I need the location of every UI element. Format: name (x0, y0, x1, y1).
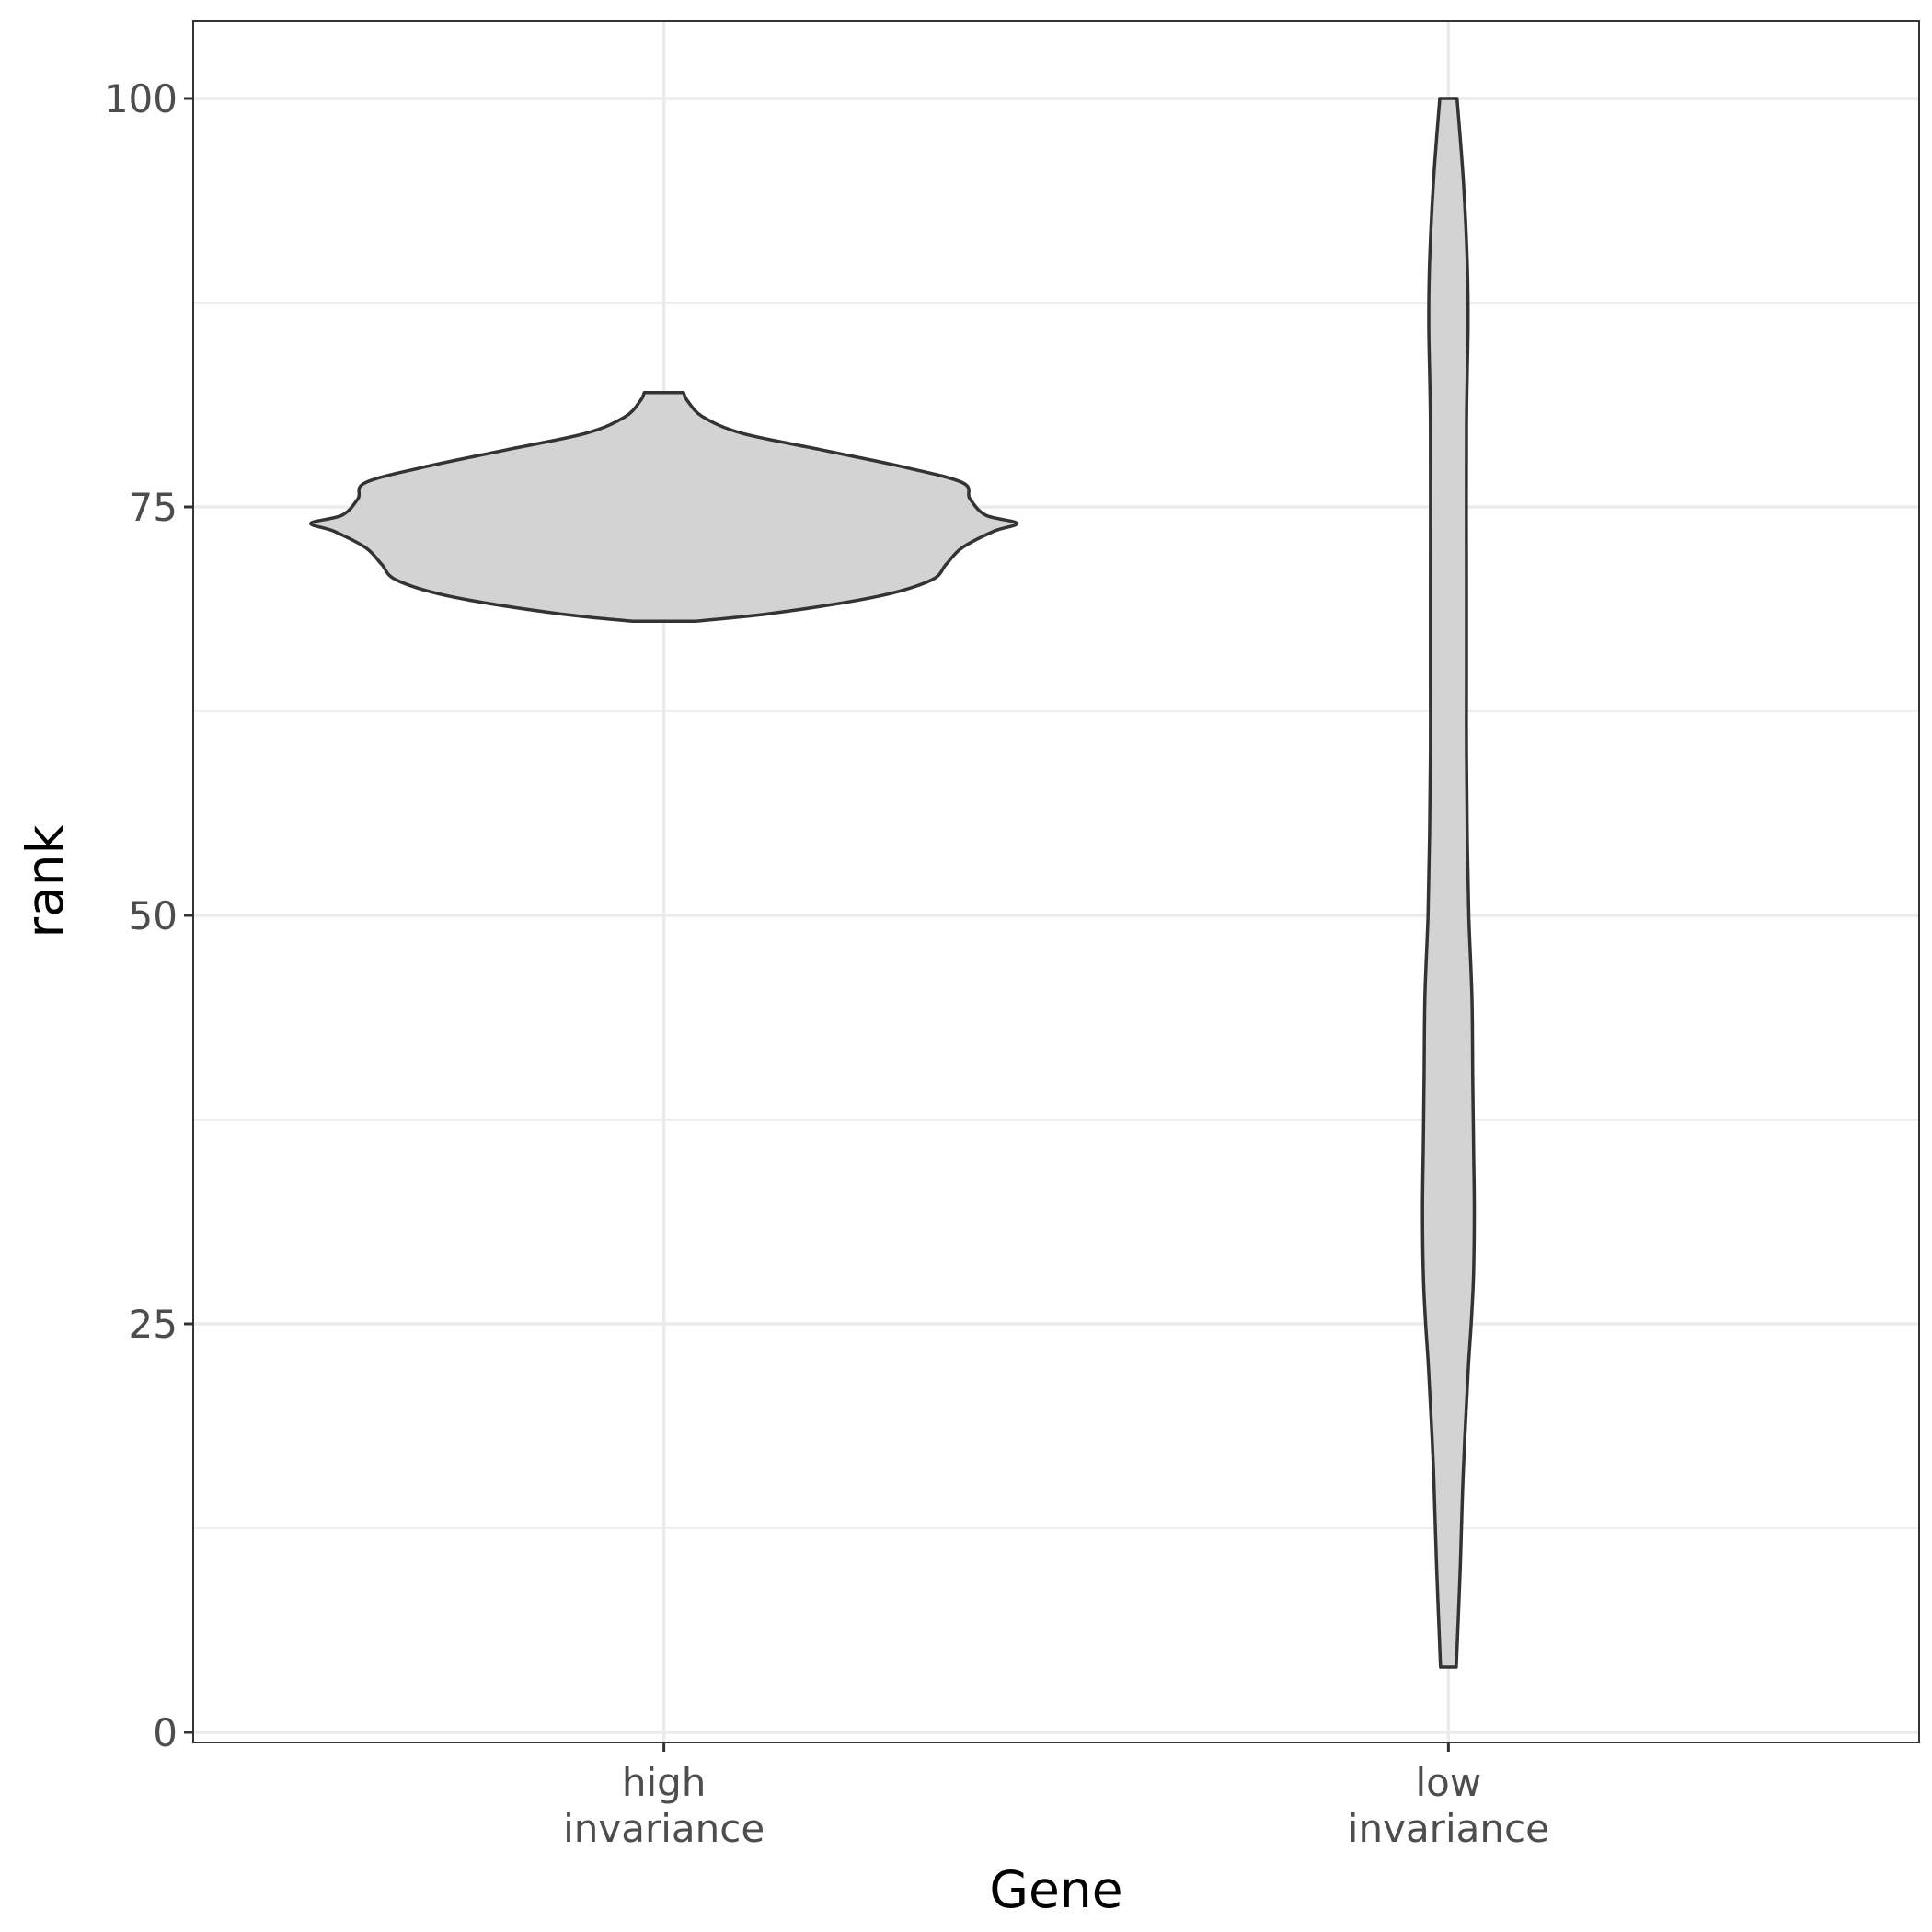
x-tick-label: low (1416, 1760, 1482, 1805)
violin-high-invariance (309, 390, 1019, 624)
y-axis-title: rank (16, 824, 75, 937)
y-tick-label: 25 (129, 1302, 178, 1347)
violins (309, 97, 1477, 1669)
plot-background (193, 21, 1919, 1742)
plot-border (192, 20, 1920, 1743)
y-tick-label: 50 (129, 893, 178, 938)
y-tick-label: 75 (129, 485, 178, 530)
y-axis: 0 25 50 75 100 (104, 76, 193, 1755)
y-tick-label: 100 (104, 76, 178, 121)
violin-low-invariance (1420, 97, 1477, 1669)
x-axis-title: Gene (989, 1860, 1122, 1919)
x-tick-label: high (622, 1760, 707, 1805)
x-tick-label: invariance (1348, 1806, 1549, 1851)
y-tick-label: 0 (153, 1710, 178, 1755)
x-tick-label: invariance (563, 1806, 765, 1851)
